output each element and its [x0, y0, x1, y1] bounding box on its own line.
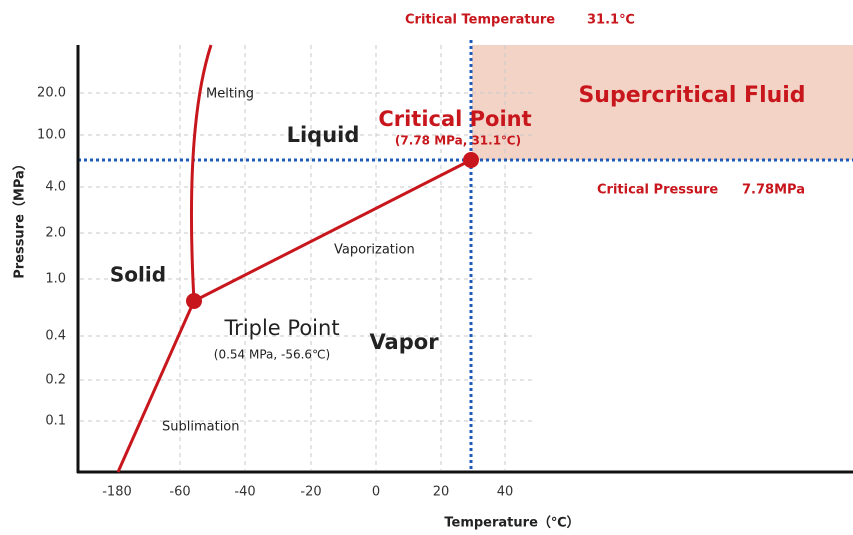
y-axis-title: Pressure（MPa） [12, 157, 28, 279]
x-tick-label: 40 [497, 485, 514, 500]
x-tick-label: -60 [169, 485, 190, 500]
critical-pressure-value: 7.78MPa [742, 183, 805, 198]
critical-point-marker [463, 152, 479, 168]
y-tick-label: 4.0 [45, 180, 66, 195]
vaporization-curve [193, 158, 472, 303]
y-tick-label: 10.0 [37, 128, 66, 143]
y-tick-label: 1.0 [45, 272, 66, 287]
vapor-label: Vapor [369, 330, 439, 354]
critical-temperature-value: 31.1℃ [587, 13, 635, 28]
triple-point-marker [186, 293, 202, 309]
x-axis-title: Temperature（℃） [444, 515, 579, 531]
grid [80, 45, 535, 470]
melting-curve [190, 44, 213, 302]
sublimation-label: Sublimation [162, 420, 240, 435]
x-tick-label: -20 [300, 485, 321, 500]
critical-point-label: Critical Point [378, 107, 531, 131]
x-tick-label: 0 [372, 485, 380, 500]
melting-label: Melting [206, 87, 254, 102]
x-tick-label: 20 [433, 485, 450, 500]
triple-point-coords: (0.54 MPa, -56.6℃) [214, 348, 330, 362]
y-tick-label: 0.2 [45, 373, 66, 388]
sublimation-curve [116, 300, 196, 473]
liquid-label: Liquid [287, 123, 360, 147]
x-tick-label: -40 [234, 485, 255, 500]
supercritical-label: Supercritical Fluid [578, 83, 805, 108]
triple-point-label: Triple Point [223, 316, 339, 340]
supercritical-region [472, 45, 853, 160]
y-tick-label: 0.1 [45, 414, 66, 429]
solid-label: Solid [110, 263, 166, 287]
critical-pressure-label: Critical Pressure [597, 183, 718, 198]
vaporization-label: Vaporization [334, 243, 415, 258]
y-tick-label: 0.4 [45, 329, 66, 344]
x-tick-label: -180 [102, 485, 132, 500]
critical-temperature-label: Critical Temperature [405, 13, 555, 28]
y-tick-label: 2.0 [45, 226, 66, 241]
y-tick-label: 20.0 [37, 86, 66, 101]
critical-point-coords: (7.78 MPa, 31.1℃) [395, 134, 521, 148]
